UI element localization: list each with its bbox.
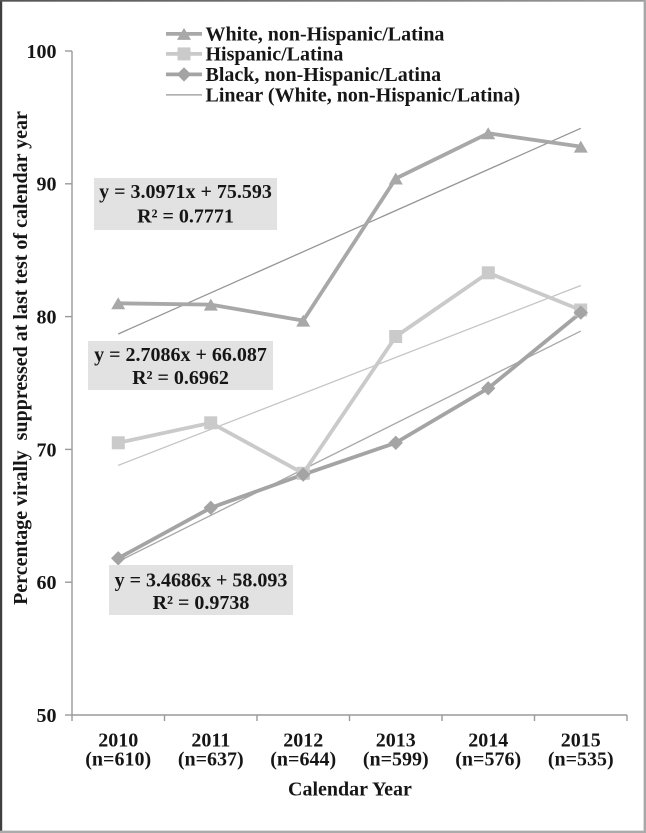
svg-text:2015: 2015: [561, 730, 601, 752]
svg-text:70: 70: [37, 439, 57, 461]
svg-text:Hispanic/Latina: Hispanic/Latina: [206, 44, 344, 66]
svg-text:80: 80: [37, 307, 57, 329]
svg-text:y = 2.7086x + 66.087: y = 2.7086x + 66.087: [94, 344, 267, 366]
svg-text:(n=644): (n=644): [270, 749, 336, 771]
svg-text:Percentage virally suppressed: Percentage virally suppressed at last te…: [10, 111, 32, 605]
svg-text:y = 3.0971x + 75.593: y = 3.0971x + 75.593: [99, 181, 272, 203]
svg-text:Black, non-Hispanic/Latina: Black, non-Hispanic/Latina: [206, 64, 442, 86]
svg-text:2011: 2011: [191, 730, 230, 752]
svg-text:2012: 2012: [283, 730, 323, 752]
svg-text:60: 60: [37, 572, 57, 594]
svg-text:R² = 0.6962: R² = 0.6962: [132, 367, 229, 389]
svg-text:2013: 2013: [376, 730, 416, 752]
svg-text:50: 50: [37, 705, 57, 727]
svg-text:(n=637): (n=637): [178, 749, 244, 771]
svg-text:90: 90: [37, 174, 57, 196]
svg-text:White, non-Hispanic/Latina: White, non-Hispanic/Latina: [206, 24, 445, 46]
svg-text:(n=576): (n=576): [455, 749, 521, 771]
svg-text:(n=599): (n=599): [363, 749, 429, 771]
svg-text:(n=535): (n=535): [548, 749, 614, 771]
svg-text:Calendar Year: Calendar Year: [288, 779, 412, 801]
svg-text:2014: 2014: [468, 730, 508, 752]
svg-text:2010: 2010: [98, 730, 138, 752]
svg-text:y = 3.4686x + 58.093: y = 3.4686x + 58.093: [115, 570, 288, 592]
svg-text:(n=610): (n=610): [85, 749, 151, 771]
svg-text:Linear (White, non-Hispanic/La: Linear (White, non-Hispanic/Latina): [206, 85, 521, 107]
svg-text:R² = 0.7771: R² = 0.7771: [137, 206, 234, 228]
svg-text:R² = 0.9738: R² = 0.9738: [153, 592, 250, 614]
svg-text:100: 100: [27, 41, 57, 63]
